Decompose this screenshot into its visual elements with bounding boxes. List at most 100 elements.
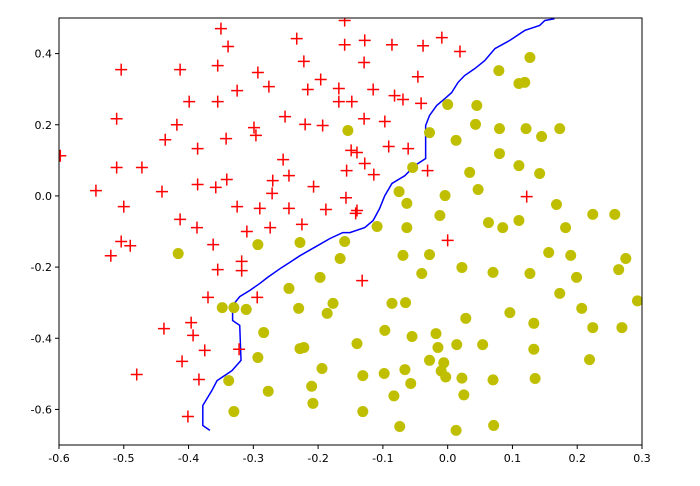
circle-point	[298, 342, 310, 354]
circle-point	[334, 253, 346, 265]
circle-point	[432, 342, 444, 354]
plus-point	[297, 55, 310, 68]
x-tick-label: -0.3	[243, 452, 264, 465]
plus-point	[159, 133, 172, 146]
circle-point	[386, 297, 398, 309]
circle-point	[399, 364, 411, 376]
plus-point	[441, 234, 454, 247]
plus-point	[367, 168, 380, 181]
plus-point	[181, 410, 194, 423]
circle-point	[339, 235, 351, 247]
circle-point	[357, 406, 369, 418]
plus-point	[290, 32, 303, 45]
plus-point	[338, 18, 351, 27]
plus-point	[520, 190, 533, 203]
plus-point	[249, 129, 262, 142]
plus-point	[251, 66, 264, 79]
plus-point	[59, 149, 67, 162]
circle-point	[488, 419, 500, 431]
circle-point	[565, 249, 577, 261]
plus-point	[211, 95, 224, 108]
y-tick-label: -0.6	[31, 403, 52, 416]
circle-point	[394, 420, 406, 432]
plus-point	[192, 373, 205, 386]
plus-point	[251, 291, 264, 304]
plus-point	[170, 118, 183, 131]
plus-point	[316, 119, 329, 132]
plus-point	[222, 40, 235, 53]
x-tick-label: 0.3	[633, 452, 651, 465]
plus-point	[382, 140, 395, 153]
plus-point	[135, 161, 148, 174]
circle-point	[616, 322, 628, 334]
x-tick-label: -0.6	[48, 452, 69, 465]
plus-point	[282, 202, 295, 215]
circle-point	[228, 406, 240, 418]
circle-point	[524, 51, 536, 63]
plus-point	[190, 221, 203, 234]
plus-point	[435, 31, 448, 44]
plus-point	[110, 161, 123, 174]
circle-point	[440, 371, 452, 383]
circle-point	[493, 148, 505, 160]
plus-point	[299, 118, 312, 131]
circle-point	[631, 295, 642, 307]
circle-point	[401, 222, 413, 234]
x-tick-label: 0.2	[568, 452, 586, 465]
circle-point	[451, 339, 463, 351]
circle-point	[321, 307, 333, 319]
circle-point	[456, 261, 468, 273]
plus-point	[233, 343, 246, 356]
y-tick-label: 0.4	[35, 48, 53, 61]
plus-point	[183, 95, 196, 108]
boundary-line	[202, 18, 555, 432]
plus-point	[155, 185, 168, 198]
plus-point	[378, 115, 391, 128]
plus-point	[388, 89, 401, 102]
circle-point	[471, 100, 483, 112]
circle-point	[342, 124, 354, 136]
plus-point	[176, 355, 189, 368]
circle-point	[400, 297, 412, 309]
plus-point	[332, 82, 345, 95]
circle-point	[534, 167, 546, 179]
plus-point	[231, 84, 244, 97]
x-tick-label: -0.4	[178, 452, 199, 465]
plus-point	[277, 153, 290, 166]
circle-point	[252, 239, 264, 251]
plus-point	[220, 173, 233, 186]
plus-point	[198, 344, 211, 357]
plus-point	[174, 63, 187, 76]
plus-point	[338, 38, 351, 51]
circle-point	[434, 209, 446, 221]
plus-point	[185, 316, 198, 329]
circle-point	[407, 161, 419, 173]
plus-point	[314, 73, 327, 86]
plus-point	[247, 121, 260, 134]
circle-point	[258, 327, 270, 339]
plus-point	[157, 322, 170, 335]
plus-point	[350, 204, 363, 217]
plus-point	[115, 235, 128, 248]
circle-point	[584, 354, 596, 366]
circle-point	[240, 303, 252, 315]
plus-point	[211, 263, 224, 276]
circle-point	[528, 343, 540, 355]
plot-area	[59, 18, 642, 436]
circle-point	[388, 390, 400, 402]
plus-point	[319, 203, 332, 216]
y-tick-label: 0.2	[35, 119, 53, 132]
y-tick-label: -0.4	[31, 332, 52, 345]
axes-frame	[58, 17, 643, 446]
plus-point	[214, 22, 227, 35]
circle-point	[456, 372, 468, 384]
plus-point	[231, 200, 244, 213]
plus-point	[235, 264, 248, 277]
circle-point	[316, 362, 328, 374]
circle-point	[293, 302, 305, 314]
circle-point	[472, 184, 484, 196]
plus-point	[402, 142, 415, 155]
circle-point	[439, 190, 451, 202]
circle-point	[393, 186, 405, 198]
circle-point	[401, 197, 413, 209]
